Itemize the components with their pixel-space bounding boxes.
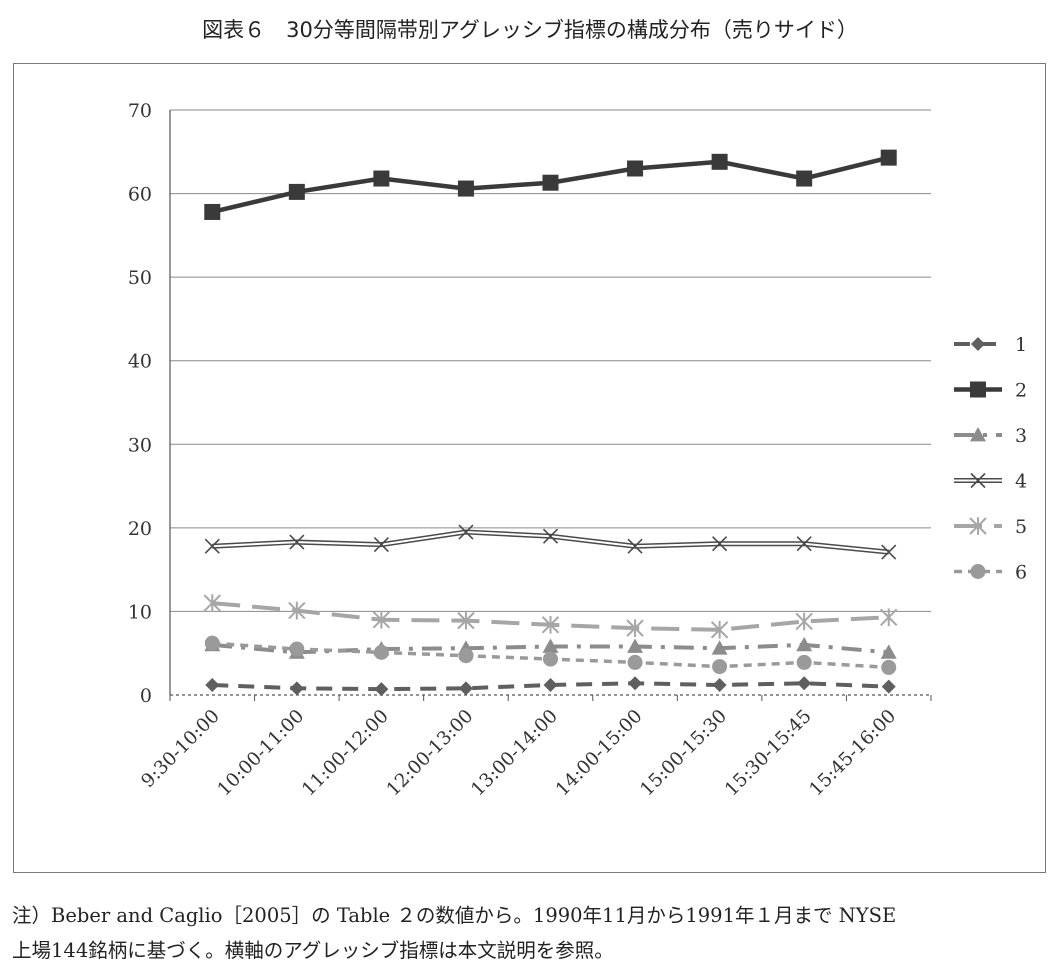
legend-marker-2 bbox=[970, 381, 986, 398]
chart-frame: 0 10 20 30 40 50 60 70 9:30-10:00 10:00-11:00 11:0… bbox=[13, 63, 1046, 873]
series-3-point bbox=[711, 640, 728, 655]
series-3-point bbox=[627, 638, 644, 653]
series-3-point bbox=[796, 636, 813, 652]
series-3-point bbox=[542, 638, 559, 653]
x-tick-label: 10:00-11:00 bbox=[214, 706, 309, 801]
series-5-point bbox=[626, 619, 644, 637]
series-6-point bbox=[796, 654, 812, 670]
series-6-point bbox=[627, 654, 643, 670]
y-tick-label: 10 bbox=[128, 601, 152, 623]
figure-note: 注）Beber and Caglio［2005］の Table ２の数値から。1… bbox=[12, 898, 1052, 968]
series-2-point bbox=[373, 170, 390, 187]
series-1-point bbox=[712, 677, 727, 692]
series-6-point bbox=[289, 641, 305, 657]
figure-title: 図表６ 30分等間隔帯別アグレッシブ指標の構成分布（売りサイド） bbox=[202, 18, 858, 42]
y-tick-label: 50 bbox=[128, 267, 152, 289]
series-4-point bbox=[712, 536, 728, 552]
x-tick-label: 14:00-15:00 bbox=[552, 706, 647, 801]
legend-marker-5 bbox=[969, 517, 987, 535]
series-4-point bbox=[627, 538, 643, 554]
series-6-point bbox=[881, 659, 897, 675]
legend-label: 1 bbox=[1015, 334, 1027, 356]
legend-marker-3 bbox=[970, 427, 986, 442]
series-2-point bbox=[457, 180, 474, 197]
x-tick-label: 11:00-12:00 bbox=[298, 706, 393, 801]
y-tick-label: 40 bbox=[128, 351, 152, 373]
series-1-point bbox=[205, 677, 220, 692]
series-5-point bbox=[541, 616, 560, 634]
legend-marker-6 bbox=[970, 564, 986, 579]
series-4-point bbox=[373, 537, 389, 553]
legend-label: 5 bbox=[1015, 516, 1027, 538]
series-1-point bbox=[881, 679, 896, 694]
series-2-point bbox=[204, 203, 221, 220]
x-tick-label: 12:00-13:00 bbox=[383, 706, 478, 801]
y-tick-label: 0 bbox=[140, 685, 152, 707]
series-2-point bbox=[880, 149, 897, 166]
x-tick-label: 15:30-15:45 bbox=[721, 706, 816, 801]
series-1-point bbox=[797, 676, 812, 691]
series-6-point bbox=[543, 651, 558, 667]
series-5-point bbox=[288, 601, 306, 620]
note-line-1: 注）Beber and Caglio［2005］の Table ２の数値から。1… bbox=[12, 904, 897, 927]
y-tick-label: 20 bbox=[128, 518, 152, 540]
series-6-point bbox=[712, 659, 728, 675]
x-tick-label: 15:45-16:00 bbox=[806, 706, 901, 801]
series-1-point bbox=[628, 676, 643, 691]
series-2-point bbox=[796, 170, 813, 187]
series-5-point bbox=[372, 610, 391, 629]
series-5-point bbox=[710, 621, 729, 639]
series-6-point bbox=[204, 635, 220, 651]
series-4-point bbox=[289, 534, 305, 550]
series-4-point bbox=[542, 528, 559, 544]
x-tick-label: 13:00-14:00 bbox=[467, 706, 562, 801]
series-4-point bbox=[204, 538, 220, 554]
series-5-point bbox=[880, 608, 898, 627]
series-2-point bbox=[288, 183, 305, 200]
legend-marker-4 bbox=[970, 472, 986, 489]
series-2-point bbox=[542, 174, 559, 191]
y-tick-label: 70 bbox=[128, 100, 152, 122]
series-5-point bbox=[203, 594, 221, 612]
series-2-point bbox=[711, 153, 728, 170]
series-4-point bbox=[881, 544, 897, 560]
series-5-point bbox=[457, 611, 475, 630]
legend-label: 6 bbox=[1015, 562, 1027, 584]
series-4-point bbox=[796, 536, 812, 552]
series-4-point bbox=[458, 524, 474, 540]
y-tick-label: 60 bbox=[128, 184, 152, 206]
series-5-point bbox=[795, 612, 813, 631]
legend-label: 3 bbox=[1015, 425, 1027, 447]
series-3-point bbox=[880, 644, 897, 659]
series-1-point bbox=[374, 682, 389, 697]
x-tick-label: 15:00-15:30 bbox=[636, 706, 731, 801]
legend-label: 2 bbox=[1015, 380, 1027, 402]
legend-label: 4 bbox=[1015, 471, 1027, 493]
line-chart: 0 10 20 30 40 50 60 70 9:30-10:0010:00-11:0011:0… bbox=[128, 100, 1027, 801]
series-1-point bbox=[289, 681, 304, 696]
series-6-point bbox=[458, 648, 474, 664]
x-tick-label: 9:30-10:00 bbox=[137, 706, 223, 792]
series-1-point bbox=[458, 681, 473, 696]
legend-marker-1 bbox=[971, 337, 985, 351]
note-line-2: 上場144銘柄に基づく。横軸のアグレッシブ指標は本文説明を参照。 bbox=[12, 939, 614, 962]
series-6-point bbox=[373, 644, 389, 660]
series-1-point bbox=[543, 677, 558, 692]
y-tick-label: 30 bbox=[128, 434, 152, 456]
series-2-point bbox=[627, 160, 644, 177]
